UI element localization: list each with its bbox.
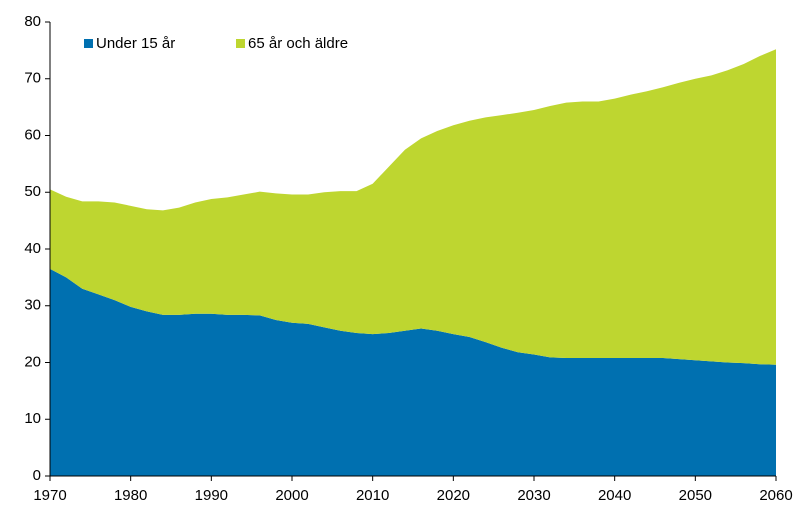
y-tick-label: 20 <box>24 353 41 370</box>
area <box>50 268 776 476</box>
x-tick-label: 2030 <box>517 487 550 504</box>
y-tick-label: 10 <box>24 410 41 427</box>
x-tick-label: 2000 <box>275 487 308 504</box>
x-tick-label: 2060 <box>759 487 792 504</box>
area <box>50 49 776 365</box>
legend-label: 65 år och äldre <box>248 35 348 52</box>
x-tick-label: 1990 <box>195 487 228 504</box>
x-tick-label: 2050 <box>679 487 712 504</box>
y-tick-label: 50 <box>24 183 41 200</box>
y-tick-label: 60 <box>24 126 41 143</box>
y-tick-label: 80 <box>24 13 41 30</box>
legend-swatch <box>236 39 245 48</box>
x-tick-label: 2010 <box>356 487 389 504</box>
y-tick-label: 40 <box>24 240 41 257</box>
y-tick-label: 30 <box>24 297 41 314</box>
legend-swatch <box>84 39 93 48</box>
y-tick-label: 70 <box>24 70 41 87</box>
x-tick-label: 2040 <box>598 487 631 504</box>
x-tick-label: 1980 <box>114 487 147 504</box>
legend-label: Under 15 år <box>96 35 175 52</box>
x-tick-label: 2020 <box>437 487 470 504</box>
y-tick-label: 0 <box>33 467 41 484</box>
x-tick-label: 1970 <box>33 487 66 504</box>
